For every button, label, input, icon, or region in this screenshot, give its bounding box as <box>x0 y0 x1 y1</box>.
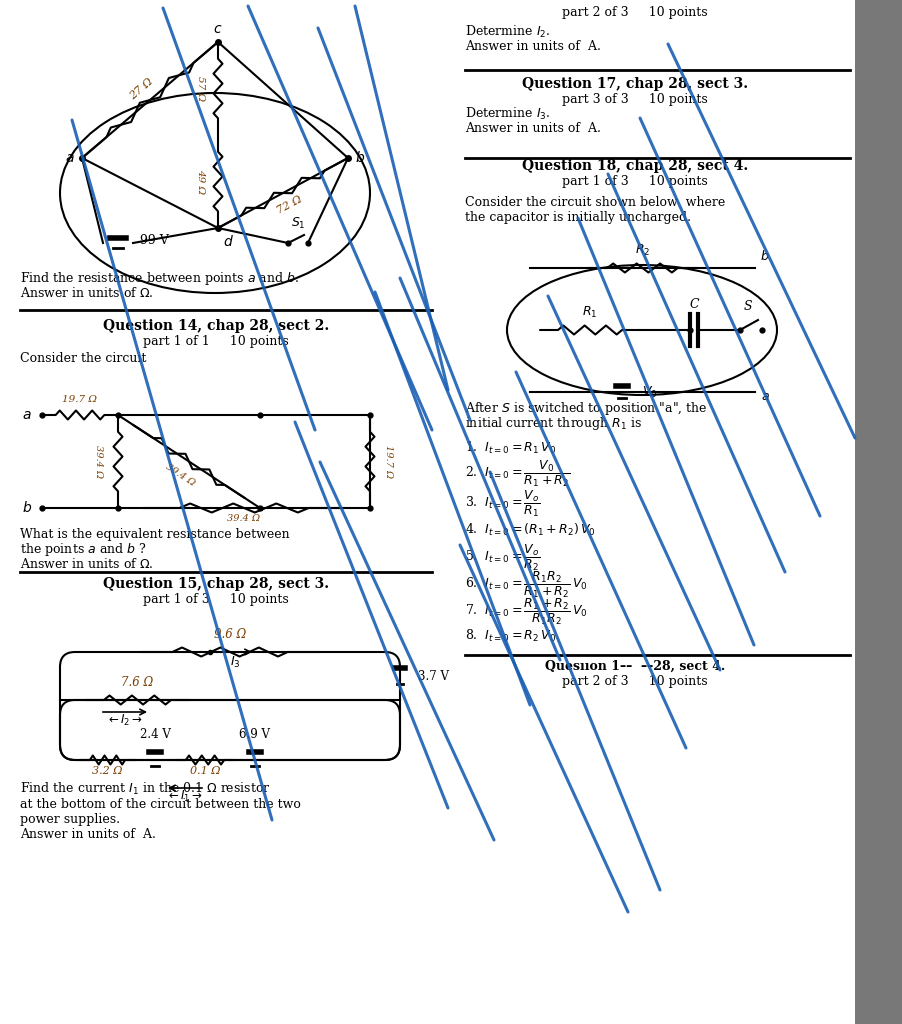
Text: 7.  $I_{t=0} = \dfrac{R_1 + R_2}{R_1 R_2}\,V_0$: 7. $I_{t=0} = \dfrac{R_1 + R_2}{R_1 R_2}… <box>465 597 587 627</box>
Text: 9.6 Ω: 9.6 Ω <box>214 628 246 641</box>
Text: 8.  $I_{t=0} = R_2\,V_0$: 8. $I_{t=0} = R_2\,V_0$ <box>465 628 556 644</box>
Text: 2.  $I_{t=0} = \dfrac{V_0}{R_1 + R_2}$: 2. $I_{t=0} = \dfrac{V_0}{R_1 + R_2}$ <box>465 459 570 489</box>
Text: C: C <box>688 298 698 311</box>
Text: Question 17, chap 28, sect 3.: Question 17, chap 28, sect 3. <box>521 77 747 91</box>
Text: 3.  $I_{t=0} = \dfrac{V_o}{R_1}$: 3. $I_{t=0} = \dfrac{V_o}{R_1}$ <box>465 488 540 519</box>
Text: at the bottom of the circuit between the two: at the bottom of the circuit between the… <box>20 798 300 811</box>
Text: $\leftarrow I_1 \rightarrow$: $\leftarrow I_1 \rightarrow$ <box>166 790 203 804</box>
Text: 19.7 Ω: 19.7 Ω <box>384 445 393 478</box>
Text: the capacitor is initially uncharged.: the capacitor is initially uncharged. <box>465 211 690 224</box>
Text: $b$: $b$ <box>759 249 769 263</box>
Text: Quesııon 1––  ––28, sect 4.: Quesııon 1–– ––28, sect 4. <box>544 659 724 673</box>
Text: Find the resistance between points $a$ and $b$.: Find the resistance between points $a$ a… <box>20 270 299 287</box>
Text: Find the current $I_1$ in the 0.1 $\Omega$ resistor: Find the current $I_1$ in the 0.1 $\Omeg… <box>20 781 271 797</box>
Text: power supplies.: power supplies. <box>20 813 120 826</box>
Text: 39.4 Ω: 39.4 Ω <box>227 514 261 523</box>
Text: $d$: $d$ <box>222 233 234 249</box>
Text: 1.  $I_{t=0} = R_1\,V_0$: 1. $I_{t=0} = R_1\,V_0$ <box>465 440 556 456</box>
Text: part 1 of 1     10 points: part 1 of 1 10 points <box>143 335 289 347</box>
Text: Answer in units of  A.: Answer in units of A. <box>465 40 600 53</box>
Text: S: S <box>743 300 751 313</box>
Text: Question 18, chap 28, sect 4.: Question 18, chap 28, sect 4. <box>521 159 747 173</box>
Text: part 2 of 3     10 points: part 2 of 3 10 points <box>562 675 707 687</box>
Text: $I_3$: $I_3$ <box>229 655 240 670</box>
Text: Question 15, chap 28, sect 3.: Question 15, chap 28, sect 3. <box>103 577 328 591</box>
Text: Question 14, chap 28, sect 2.: Question 14, chap 28, sect 2. <box>103 319 328 333</box>
Text: $\leftarrow I_2 \rightarrow$: $\leftarrow I_2 \rightarrow$ <box>106 713 143 728</box>
Text: 39.4 Ω: 39.4 Ω <box>164 462 197 487</box>
Text: the points $a$ and $b$ ?: the points $a$ and $b$ ? <box>20 541 146 558</box>
Text: $a$: $a$ <box>759 390 769 403</box>
Text: 99 V: 99 V <box>140 234 169 248</box>
Text: Answer in units of $\Omega$.: Answer in units of $\Omega$. <box>20 557 153 571</box>
Text: 5.  $I_{t=0} = \dfrac{V_o}{R_2}$: 5. $I_{t=0} = \dfrac{V_o}{R_2}$ <box>465 543 540 573</box>
Text: 19.7 Ω: 19.7 Ω <box>62 395 97 404</box>
Text: $b$: $b$ <box>354 151 364 166</box>
Text: part 1 of 3     10 points: part 1 of 3 10 points <box>143 593 289 605</box>
Text: $V_0$: $V_0$ <box>641 384 657 399</box>
Text: Consider the circuit: Consider the circuit <box>20 352 146 365</box>
Bar <box>452 0 854 1024</box>
Text: initial current through $R_1$ is: initial current through $R_1$ is <box>465 415 641 432</box>
Text: 6.9 V: 6.9 V <box>239 728 271 741</box>
Bar <box>0 0 452 1024</box>
Text: 72 Ω: 72 Ω <box>275 195 304 216</box>
Text: $R_1$: $R_1$ <box>582 305 597 321</box>
Text: part 1 of 3     10 points: part 1 of 3 10 points <box>562 174 707 187</box>
Text: 2.4 V: 2.4 V <box>140 728 170 741</box>
Text: Answer in units of  A.: Answer in units of A. <box>20 828 156 841</box>
Text: 49 Ω: 49 Ω <box>197 169 206 195</box>
Text: Consider the circuit shown below  where: Consider the circuit shown below where <box>465 196 724 209</box>
Text: What is the equivalent resistance between: What is the equivalent resistance betwee… <box>20 528 290 541</box>
Text: $S_1$: $S_1$ <box>290 216 305 231</box>
Text: 7.6 Ω: 7.6 Ω <box>121 676 153 689</box>
Text: $R_2$: $R_2$ <box>634 243 649 258</box>
Text: 3.2 Ω: 3.2 Ω <box>92 766 122 776</box>
Text: 39.4 Ω: 39.4 Ω <box>95 445 104 478</box>
Text: $a$: $a$ <box>65 151 75 165</box>
Text: 6.  $I_{t=0} = \dfrac{R_1 R_2}{R_1 + R_2}\,V_0$: 6. $I_{t=0} = \dfrac{R_1 R_2}{R_1 + R_2}… <box>465 570 587 600</box>
Text: 3.7 V: 3.7 V <box>418 670 448 683</box>
Text: 0.1 Ω: 0.1 Ω <box>189 766 220 776</box>
Text: Answer in units of $\Omega$.: Answer in units of $\Omega$. <box>20 286 153 300</box>
Text: Determine $I_2$.: Determine $I_2$. <box>465 24 550 40</box>
Text: part 2 of 3     10 points: part 2 of 3 10 points <box>562 6 707 19</box>
Text: 57 Ω: 57 Ω <box>197 76 206 101</box>
Text: $a$: $a$ <box>23 408 32 422</box>
Text: $c$: $c$ <box>213 22 223 36</box>
Text: part 3 of 3     10 points: part 3 of 3 10 points <box>562 92 707 105</box>
Text: Answer in units of  A.: Answer in units of A. <box>465 122 600 135</box>
Text: After $S$ is switched to position "a", the: After $S$ is switched to position "a", t… <box>465 400 707 417</box>
Text: Determine $I_3$.: Determine $I_3$. <box>465 106 550 122</box>
Text: 4.  $I_{t=0} = (R_1 + R_2)\,V_0$: 4. $I_{t=0} = (R_1 + R_2)\,V_0$ <box>465 522 595 538</box>
Text: $b$: $b$ <box>22 501 32 515</box>
Text: 27 Ω: 27 Ω <box>127 77 154 102</box>
